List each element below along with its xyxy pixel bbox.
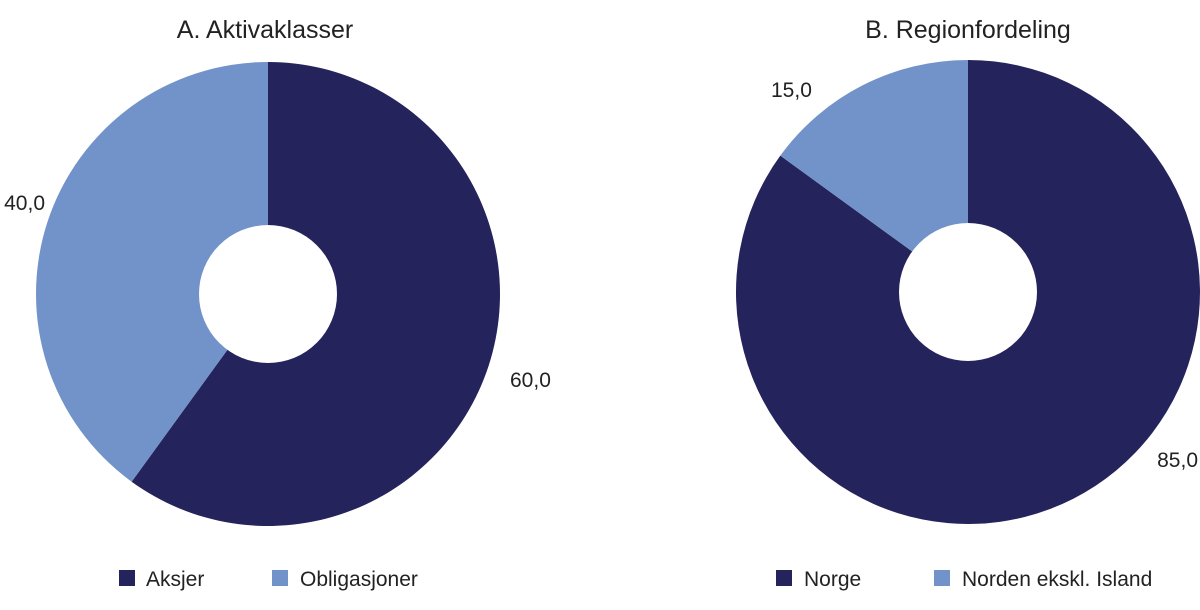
chart-b-donut-hole xyxy=(899,223,1037,361)
legend-label-norden-ekskl-island: Norden ekskl. Island xyxy=(962,568,1152,591)
chart-b-title: B. Regionfordeling xyxy=(865,16,1071,44)
chart-b-data-label-norge: 85,0 xyxy=(1157,449,1198,472)
legend-swatch-norden-ekskl-island xyxy=(934,570,950,586)
legend-swatch-obligasjoner xyxy=(272,570,288,586)
legend-label-obligasjoner: Obligasjoner xyxy=(300,568,418,591)
chart-a-donut-hole xyxy=(199,225,337,363)
chart-b-legend: Norge Norden ekskl. Island xyxy=(776,568,1152,591)
chart-a-slice-obligasjoner xyxy=(35,62,269,482)
chart-a: A. Aktivaklasser 60,0 40,0 Aksjer Obliga… xyxy=(4,16,551,591)
legend-swatch-aksjer xyxy=(119,570,135,586)
chart-b: B. Regionfordeling 85,0 15,0 Norge Norde… xyxy=(735,16,1200,591)
chart-a-data-label-aksjer: 60,0 xyxy=(510,369,551,392)
legend-swatch-norge xyxy=(776,570,792,586)
chart-b-data-label-norden-ekskl-island: 15,0 xyxy=(771,79,812,102)
legend-label-aksjer: Aksjer xyxy=(146,568,204,591)
legend-label-norge: Norge xyxy=(804,568,861,591)
chart-a-title: A. Aktivaklasser xyxy=(177,16,353,44)
chart-b-slice-norden-ekskl-island xyxy=(780,60,968,292)
chart-a-data-label-obligasjoner: 40,0 xyxy=(4,192,45,215)
chart-a-legend: Aksjer Obligasjoner xyxy=(119,568,418,591)
